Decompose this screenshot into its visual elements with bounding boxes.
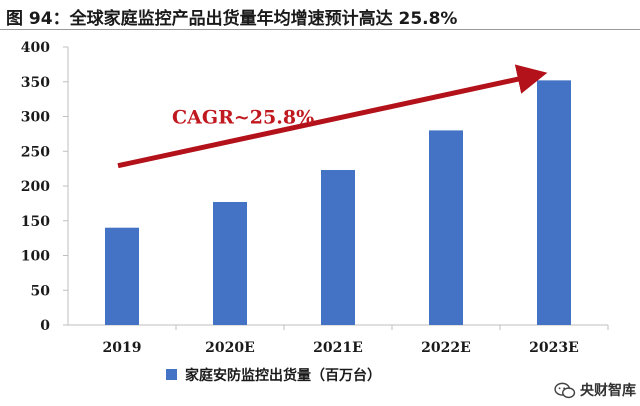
bar [429, 130, 463, 325]
bars [105, 80, 571, 325]
legend-swatch [166, 369, 177, 380]
y-tick-label: 50 [31, 283, 51, 299]
cagr-arrow [117, 64, 548, 169]
bar [321, 170, 355, 325]
x-tick-label: 2020E [205, 340, 255, 356]
x-tick-label: 2022E [421, 340, 471, 356]
y-tick-label: 250 [21, 144, 50, 160]
x-tick-labels: 2019 2020E 2021E 2022E 2023E [103, 340, 579, 356]
bar [105, 227, 139, 325]
legend-label: 家庭安防监控出货量（百万台） [185, 367, 381, 384]
y-tick-label: 0 [40, 318, 50, 334]
bar [537, 80, 571, 325]
x-tick-label: 2023E [529, 340, 579, 356]
y-tick-labels: 0 50 100 150 200 250 300 350 400 [21, 40, 50, 334]
y-tick-label: 100 [21, 249, 50, 265]
cagr-label: CAGR~25.8% [172, 106, 314, 128]
y-tick-label: 400 [21, 40, 50, 56]
wechat-icon [554, 382, 576, 399]
y-tick-label: 350 [21, 75, 50, 91]
legend: 家庭安防监控出货量（百万台） [166, 367, 381, 384]
bar [213, 201, 247, 325]
x-tick-label: 2021E [313, 340, 363, 356]
annotation-layer: CAGR~25.8% [117, 64, 548, 169]
watermark: 央财智库 [554, 380, 636, 400]
y-tick-label: 200 [21, 179, 50, 195]
y-tick-label: 150 [21, 214, 50, 230]
y-tick-label: 300 [21, 110, 50, 126]
watermark-text: 央财智库 [580, 383, 636, 399]
figure-caption: 图 94：全球家庭监控产品出货量年均增速预计高达 25.8% [0, 0, 640, 30]
x-tick-label: 2019 [103, 340, 142, 356]
